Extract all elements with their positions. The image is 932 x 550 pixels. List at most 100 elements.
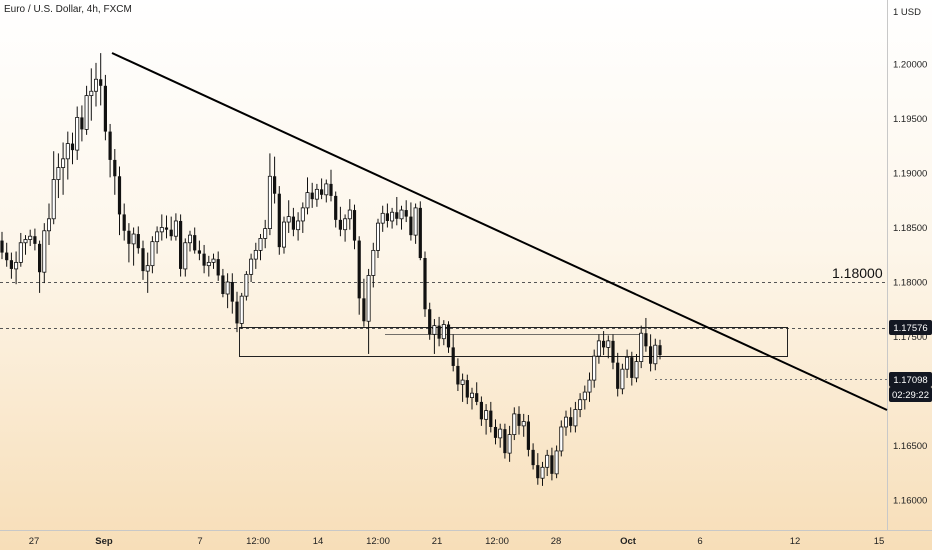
candle[interactable] (507, 425, 512, 462)
candle[interactable] (347, 199, 352, 230)
candle[interactable] (596, 334, 601, 364)
candle[interactable] (456, 358, 460, 391)
candle[interactable] (432, 319, 437, 354)
support-resistance-zone[interactable] (239, 327, 788, 357)
candle[interactable] (277, 186, 281, 255)
candle[interactable] (489, 401, 493, 433)
candle[interactable] (602, 331, 606, 356)
candle[interactable] (658, 339, 662, 360)
candle[interactable] (23, 235, 28, 255)
candle[interactable] (230, 273, 234, 314)
candle[interactable] (47, 203, 52, 245)
candle[interactable] (273, 156, 277, 204)
candle[interactable] (512, 407, 517, 441)
candle[interactable] (540, 461, 545, 486)
candle[interactable] (587, 372, 592, 402)
candle[interactable] (127, 223, 131, 263)
candle[interactable] (320, 178, 324, 200)
candle[interactable] (300, 202, 305, 233)
candle[interactable] (630, 351, 634, 386)
candle[interactable] (469, 387, 474, 410)
candle[interactable] (258, 234, 263, 261)
candle[interactable] (169, 216, 173, 241)
candle[interactable] (221, 268, 225, 298)
candle[interactable] (634, 353, 639, 383)
candle[interactable] (183, 238, 188, 277)
candle[interactable] (61, 142, 66, 195)
candle[interactable] (517, 406, 521, 435)
candle[interactable] (84, 85, 89, 135)
candle[interactable] (70, 132, 75, 165)
candle[interactable] (413, 203, 418, 244)
candle[interactable] (141, 240, 145, 280)
candle[interactable] (329, 169, 333, 202)
candle[interactable] (310, 182, 314, 208)
candle[interactable] (33, 228, 37, 251)
candle[interactable] (395, 196, 399, 226)
candle[interactable] (75, 106, 80, 160)
candle[interactable] (451, 334, 455, 372)
candle[interactable] (150, 236, 155, 274)
candle[interactable] (371, 242, 376, 288)
candle[interactable] (375, 218, 380, 259)
candle[interactable] (559, 420, 564, 457)
descending-trendline[interactable] (111, 52, 888, 411)
candle[interactable] (14, 251, 19, 285)
currency-label[interactable]: 1 USD (893, 7, 921, 18)
candle[interactable] (423, 251, 427, 317)
candle[interactable] (352, 204, 357, 250)
candle[interactable] (582, 385, 587, 410)
candle[interactable] (446, 321, 451, 353)
candle[interactable] (334, 191, 338, 228)
candle[interactable] (239, 292, 244, 329)
candle[interactable] (498, 423, 503, 448)
candle[interactable] (94, 62, 99, 107)
candle[interactable] (225, 273, 230, 309)
candle[interactable] (536, 453, 540, 485)
candle[interactable] (187, 230, 192, 252)
candle[interactable] (28, 229, 33, 247)
candle[interactable] (357, 236, 361, 315)
candle[interactable] (202, 244, 206, 274)
candle[interactable] (620, 363, 625, 395)
candle[interactable] (441, 320, 446, 346)
candle[interactable] (211, 253, 216, 269)
candle[interactable] (644, 317, 648, 352)
candle[interactable] (484, 404, 489, 435)
price-axis[interactable]: 1.20000 1.19500 1.19000 1.18500 1.18000 1.175… (893, 60, 927, 507)
candle[interactable] (38, 240, 42, 293)
candle[interactable] (18, 232, 23, 267)
candle[interactable] (193, 227, 197, 254)
candle[interactable] (235, 291, 239, 333)
candle[interactable] (122, 203, 126, 241)
candle[interactable] (343, 214, 348, 242)
candle[interactable] (89, 68, 94, 121)
candle[interactable] (206, 255, 211, 277)
candle[interactable] (244, 271, 249, 301)
candle[interactable] (99, 53, 103, 106)
candle[interactable] (159, 214, 164, 241)
candle[interactable] (390, 207, 395, 229)
candle[interactable] (366, 268, 371, 354)
candle[interactable] (80, 105, 84, 142)
candle[interactable] (573, 401, 578, 433)
candle[interactable] (592, 349, 597, 388)
candle[interactable] (173, 213, 178, 241)
candle[interactable] (108, 123, 112, 178)
time-axis[interactable]: 27 Sep 7 12:00 14 12:00 21 12:00 28 Oct 6 12 15 (29, 536, 885, 547)
candle[interactable] (649, 334, 653, 372)
candle[interactable] (625, 349, 630, 378)
candle[interactable] (314, 183, 319, 207)
candle[interactable] (56, 153, 61, 199)
candle[interactable] (9, 252, 13, 279)
candle[interactable] (305, 177, 310, 215)
candle[interactable] (179, 214, 183, 277)
candle[interactable] (399, 205, 404, 230)
candle[interactable] (545, 449, 550, 477)
candle[interactable] (465, 374, 469, 405)
candle[interactable] (639, 325, 644, 369)
candle[interactable] (281, 216, 286, 254)
candle[interactable] (164, 215, 169, 239)
candle[interactable] (653, 338, 658, 371)
